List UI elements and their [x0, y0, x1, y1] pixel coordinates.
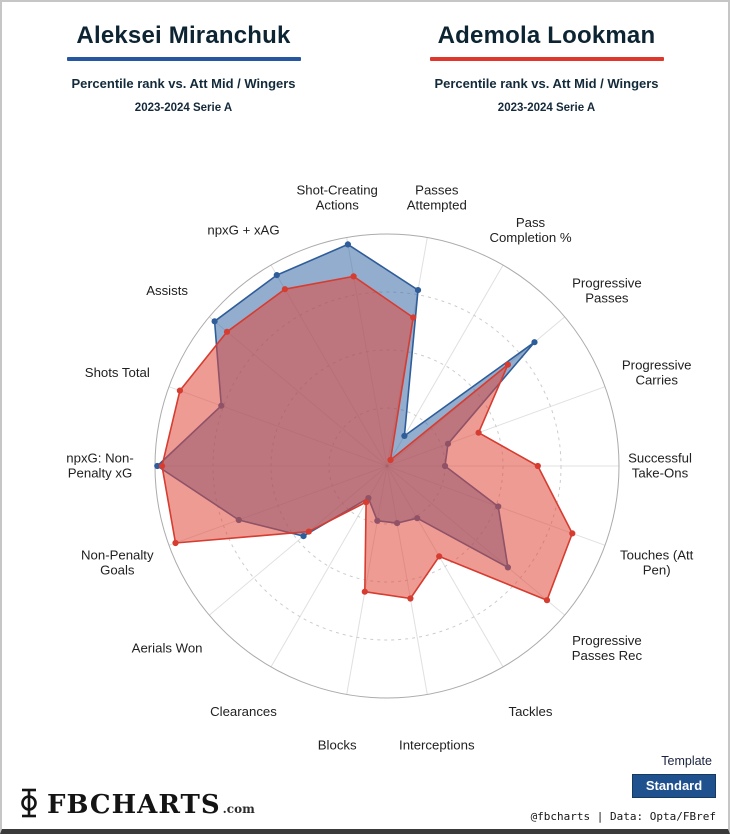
subtitle-left: Percentile rank vs. Att Mid / Wingers [71, 76, 296, 91]
axis-label: npxG + xAG [207, 222, 279, 237]
axis-label: Passes Attempted [407, 183, 467, 213]
player-accent-right [429, 57, 664, 61]
axis-label: Touches (Att Pen) [620, 548, 694, 578]
data-point [350, 273, 357, 280]
axis-spoke [386, 264, 504, 467]
axis-label: Pass Completion % [489, 215, 571, 245]
axis-label: Assists [146, 283, 188, 298]
axis-label: Progressive Passes [572, 276, 642, 306]
data-point [475, 429, 482, 436]
data-point [281, 286, 288, 293]
player-name-right: Ademola Lookman [437, 22, 656, 49]
axis-label: Non-Penalty Goals [81, 548, 154, 578]
axis-label: Tackles [509, 704, 553, 719]
axis-label: Interceptions [399, 738, 475, 753]
data-point [154, 462, 161, 470]
season-right: 2023-2024 Serie A [497, 102, 596, 114]
brand-suffix: .com [222, 802, 255, 816]
data-point [273, 272, 280, 279]
data-point [305, 528, 312, 535]
data-point [158, 462, 166, 470]
template-selector-button[interactable]: Standard [632, 774, 716, 798]
axis-label: Progressive Passes Rec [572, 633, 643, 663]
fbcharts-logo-icon [16, 788, 42, 823]
data-point [401, 432, 408, 439]
data-point [387, 456, 394, 464]
data-point [361, 588, 368, 595]
axis-label: Successful Take-Ons [628, 451, 692, 481]
data-point [223, 328, 231, 335]
data-point [172, 539, 179, 547]
data-point [300, 533, 307, 540]
template-label: Template [661, 754, 712, 768]
credit-text: @fbcharts | Data: Opta/FBref [530, 810, 716, 823]
radar-chart: Passes Attempted Pass Completion % Progressi… [66, 183, 694, 753]
data-point [414, 287, 422, 294]
player-column-left: Aleksei Miranchuk Percentile rank vs. At… [2, 22, 365, 160]
data-point [344, 241, 351, 248]
axis-label: Progressive Carries [622, 358, 692, 388]
data-point [543, 597, 551, 604]
player-name-left: Aleksei Miranchuk [76, 22, 291, 49]
player-accent-left [66, 57, 301, 61]
axis-label: Shot-Creating Actions [297, 183, 378, 213]
axis-label: Aerials Won [132, 641, 203, 656]
data-point [176, 387, 183, 394]
fbcharts-logo: FBCHARTS .com [16, 783, 255, 820]
header: Aleksei Miranchuk Percentile rank vs. At… [2, 2, 728, 160]
data-point [569, 530, 576, 537]
brand-name: FBCHARTS [47, 790, 221, 820]
data-point [211, 318, 218, 325]
axis-label: Blocks [318, 738, 357, 753]
data-point [363, 499, 370, 506]
data-point [436, 553, 443, 560]
data-point [504, 361, 511, 368]
subtitle-right: Percentile rank vs. Att Mid / Wingers [434, 76, 659, 91]
axis-label: Clearances [210, 704, 277, 719]
axis-label: npxG: Non-Penalty xG [66, 451, 133, 481]
data-point [410, 314, 417, 321]
axis-label: Shots Total [85, 365, 150, 380]
data-point [534, 462, 541, 470]
data-point [531, 339, 538, 346]
data-point [407, 595, 414, 602]
player-column-right: Ademola Lookman Percentile rank vs. Att … [365, 22, 728, 160]
season-left: 2023-2024 Serie A [134, 102, 233, 114]
